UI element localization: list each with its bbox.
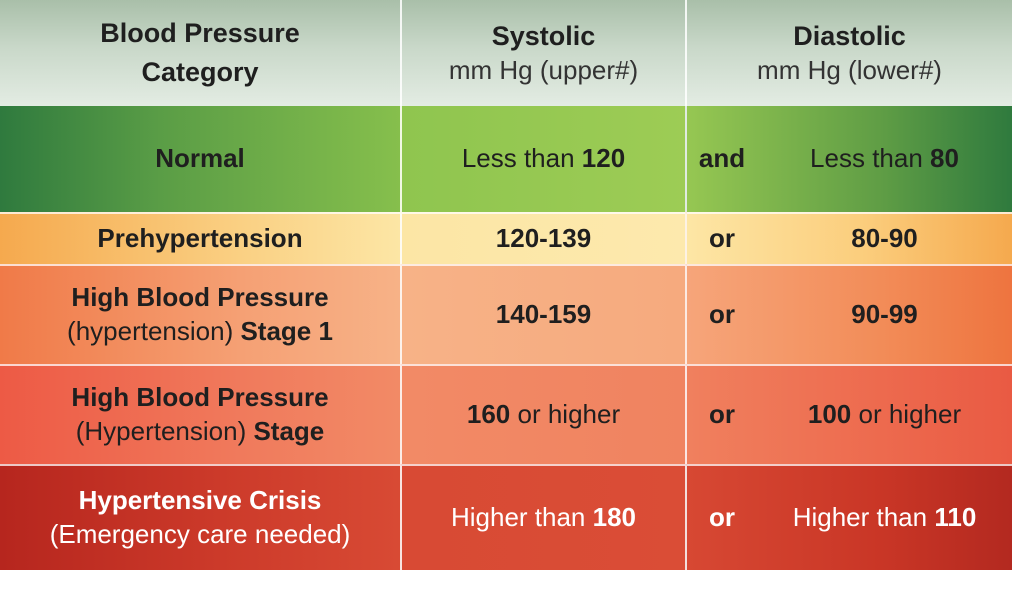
header-diastolic: Diastolic mm Hg (lower#) — [685, 0, 1012, 106]
row-prehypertension-diastolic: or 80-90 — [685, 212, 1012, 264]
conjunction-label: or — [709, 502, 735, 533]
header-category: Blood Pressure Category — [0, 0, 400, 106]
category-label: Prehypertension — [97, 223, 303, 254]
row-normal-diastolic: and Less than 80 — [685, 106, 1012, 212]
diastolic-value: 100 — [807, 399, 852, 430]
header-systolic-sub: mm Hg (upper#) — [448, 54, 639, 85]
category-line2: (Hypertension) Stage — [76, 415, 325, 449]
conjunction-label: and — [698, 143, 746, 174]
row-crisis-diastolic: or Higher than 110 — [685, 464, 1012, 570]
category-line2-stage: Stage 1 — [240, 316, 333, 346]
category-line2: (hypertension) Stage 1 — [67, 315, 333, 349]
category-line1: High Blood Pressure — [71, 382, 329, 413]
row-prehypertension-category: Prehypertension — [0, 212, 400, 264]
systolic-value: 180 — [592, 502, 637, 533]
systolic-value: 140-159 — [495, 299, 592, 330]
diastolic-prefix: Less than — [810, 143, 931, 174]
category-line2: (Emergency care needed) — [49, 519, 351, 549]
row-crisis-systolic: Higher than 180 — [400, 464, 685, 570]
header-category-line1: Blood Pressure — [100, 17, 300, 48]
diastolic-text: 100 or higher — [757, 398, 1012, 432]
category-line2-stage: Stage — [253, 416, 325, 446]
systolic-value: 120 — [581, 143, 626, 174]
conjunction-label: or — [709, 399, 735, 430]
systolic-value: 120-139 — [495, 223, 592, 254]
diastolic-prefix: Higher than — [792, 502, 935, 533]
category-label: Normal — [155, 143, 245, 174]
diastolic-text: Less than 80 — [757, 142, 1012, 176]
diastolic-text: Higher than 110 — [757, 501, 1012, 535]
diastolic-value: 80-90 — [851, 223, 918, 254]
row-crisis-category: Hypertensive Crisis (Emergency care need… — [0, 464, 400, 570]
header-diastolic-title: Diastolic — [793, 20, 906, 51]
row-stage2-diastolic: or 100 or higher — [685, 364, 1012, 464]
row-stage2-category: High Blood Pressure (Hypertension) Stage — [0, 364, 400, 464]
systolic-value: 160 — [466, 399, 511, 430]
row-normal-category: Normal — [0, 106, 400, 212]
header-systolic: Systolic mm Hg (upper#) — [400, 0, 685, 106]
header-systolic-title: Systolic — [491, 20, 596, 51]
diastolic-value: 110 — [934, 502, 977, 533]
diastolic-value: 80 — [930, 143, 959, 174]
blood-pressure-table: Blood Pressure Category Systolic mm Hg (… — [0, 0, 1012, 570]
systolic-prefix: Less than — [461, 143, 582, 174]
diastolic-suffix: or higher — [851, 399, 962, 430]
systolic-prefix: Higher than — [450, 502, 593, 533]
row-normal-systolic: Less than 120 — [400, 106, 685, 212]
header-category-line2: Category — [141, 57, 259, 87]
row-stage1-systolic: 140-159 — [400, 264, 685, 364]
category-line1: High Blood Pressure — [71, 282, 329, 313]
conjunction-label: or — [709, 223, 735, 254]
row-stage2-systolic: 160 or higher — [400, 364, 685, 464]
conjunction-label: or — [709, 299, 735, 330]
header-diastolic-sub: mm Hg (lower#) — [757, 54, 942, 85]
category-line1: Hypertensive Crisis — [78, 485, 322, 516]
row-stage1-diastolic: or 90-99 — [685, 264, 1012, 364]
row-prehypertension-systolic: 120-139 — [400, 212, 685, 264]
category-line2-prefix: (hypertension) — [67, 316, 241, 346]
systolic-suffix: or higher — [510, 399, 621, 430]
diastolic-value: 90-99 — [851, 299, 918, 330]
category-line2-prefix: (Hypertension) — [75, 416, 254, 446]
row-stage1-category: High Blood Pressure (hypertension) Stage… — [0, 264, 400, 364]
